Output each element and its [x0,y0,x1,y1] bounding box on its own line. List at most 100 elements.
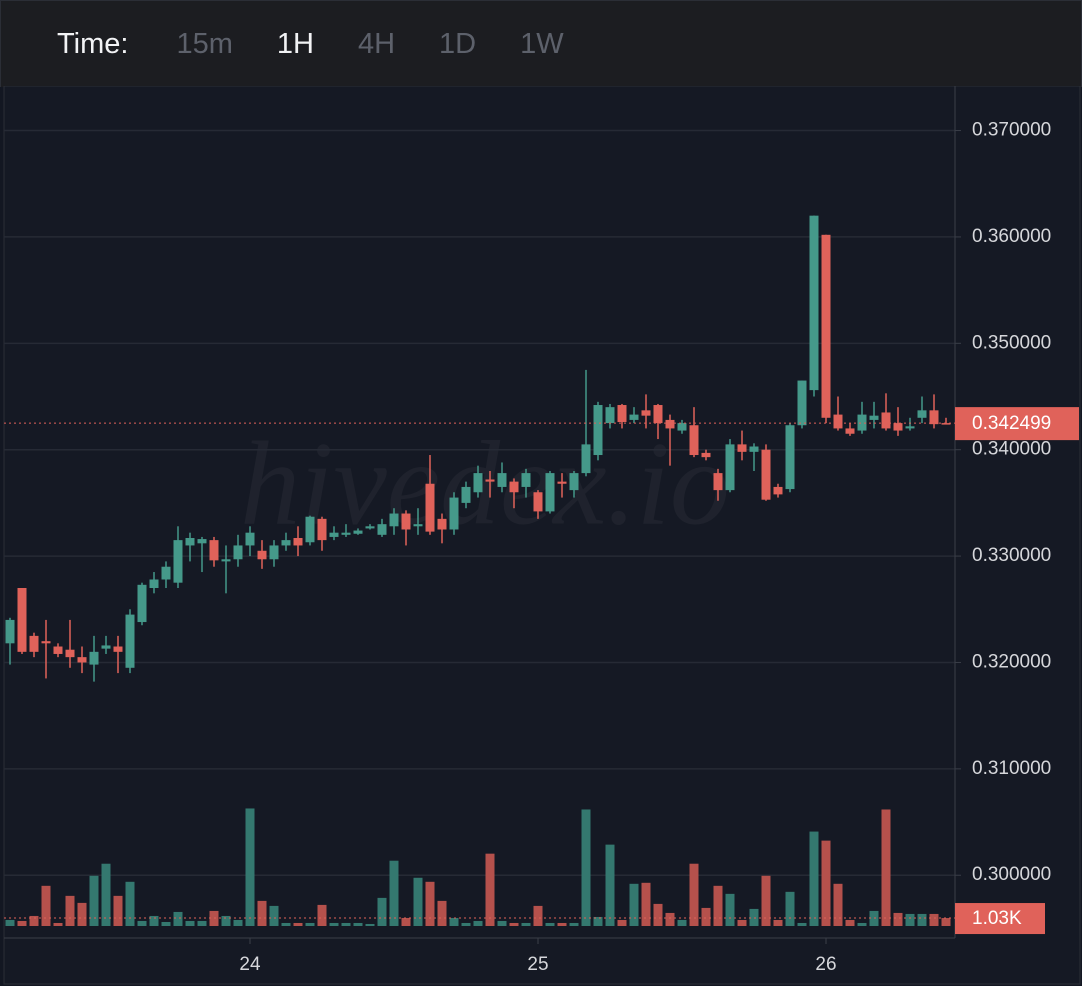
interval-option[interactable]: 1H [276,27,314,60]
volume-bar [329,922,339,926]
volume-bar [125,881,135,926]
volume-bar [461,922,471,926]
candle-body [245,532,255,546]
toolbar-label: Time: [57,27,129,60]
candle-body [161,566,171,580]
volume-bar [269,905,279,926]
candle-body [845,428,855,434]
volume-bar [437,900,447,926]
candle-body [365,526,375,529]
candle-body [101,645,111,649]
candle-body [581,444,591,474]
candle-body [305,516,315,543]
candle-body [797,380,807,426]
candle-body [137,584,147,623]
candle-body [317,518,327,541]
volume-bar [317,904,327,926]
candle-body [113,646,123,652]
candle-body [941,423,951,425]
candle-body [29,635,39,652]
volume-bar [77,902,87,926]
candle-body [785,425,795,490]
volume-bar [233,919,243,926]
candle-body [833,414,843,429]
interval-option[interactable]: 1W [520,27,564,60]
candle-body [713,473,723,491]
candle-body [5,619,15,644]
candle-body [641,410,651,416]
volume-bar [245,808,255,926]
volume-bar [809,831,819,926]
candle-body [401,513,411,530]
volume-bar [533,905,543,926]
candle-body [737,444,747,452]
volume-bar [581,809,591,926]
volume-bar [677,919,687,926]
candle-body [437,518,447,530]
candle-body [809,215,819,391]
volume-bar [617,919,627,926]
volume-bar [353,922,363,926]
volume-bar [689,863,699,926]
volume-bar [365,923,375,926]
volume-bar [569,922,579,926]
volume-bar [173,911,183,926]
y-tick-label: 0.340000 [972,439,1051,460]
y-tick-label: 0.320000 [972,651,1051,672]
y-tick-label: 0.310000 [972,758,1051,779]
volume-bar [905,913,915,926]
candle-body [389,513,399,527]
candle-body [701,452,711,458]
y-tick-label: 0.360000 [972,226,1051,247]
volume-bar [137,920,147,926]
volume-bar [749,908,759,926]
candle-body [41,641,51,644]
volume-bar [509,922,519,926]
candle-body [233,545,243,560]
candle-body [65,649,75,658]
volume-bar [881,809,891,926]
candle-body [905,426,915,429]
candle-body [425,483,435,532]
candle-body [497,473,507,487]
interval-option[interactable]: 1D [439,27,477,60]
volume-bar [413,877,423,926]
candle-body [209,540,219,561]
candle-body [557,481,567,484]
volume-bar [29,915,39,926]
candle-body [761,449,771,500]
volume-bar [221,915,231,926]
toolbar: Time: 15m 1H 4H 1D 1W [0,0,1082,87]
volume-bar [185,920,195,926]
volume-bar [701,907,711,926]
candle-body [821,234,831,418]
volume-bar [17,920,27,926]
candle-body [281,540,291,546]
volume-bar [773,919,783,926]
volume-bar [485,853,495,926]
volume-bar [893,912,903,926]
volume-bar [53,922,63,926]
volume-bar [401,917,411,926]
volume-bar [737,919,747,926]
volume-bar [713,885,723,926]
candle-body [869,415,879,420]
candle-body [725,444,735,491]
chart-background [3,86,1081,985]
chart: hivedex.io 0.3000000.3100000.3200000.330… [3,86,1081,985]
candle-body [665,419,675,429]
volume-bar [929,913,939,926]
volume-bar [449,917,459,926]
candle-body [89,651,99,665]
interval-option[interactable]: 15m [176,27,233,60]
candle-body [653,405,663,424]
candle-body [257,550,267,560]
candle-body [689,425,699,456]
candle-body [449,497,459,530]
volume-bar [113,895,123,926]
candle-body [629,414,639,420]
candle-body [221,559,231,562]
interval-option[interactable]: 4H [357,27,396,60]
volume-bar [857,922,867,926]
last-price-tag [955,407,1079,441]
